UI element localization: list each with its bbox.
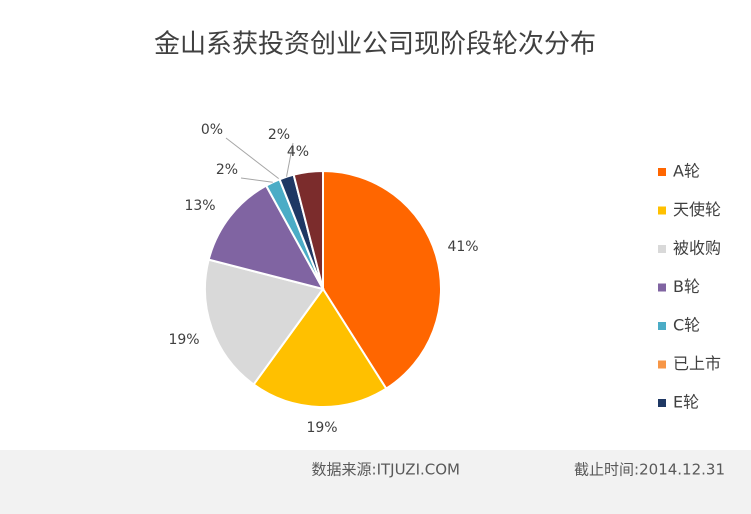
legend-label: C轮 — [673, 316, 700, 335]
pie-slice — [204, 258, 325, 386]
data-label: 41% — [447, 239, 478, 255]
data-label: 4% — [287, 144, 309, 160]
data-label: 0% — [201, 122, 223, 138]
legend-label: B轮 — [673, 277, 700, 296]
pie-slice — [207, 184, 325, 291]
leader-line — [240, 177, 273, 183]
legend-label: 天使轮 — [673, 200, 721, 219]
data-label: 2% — [216, 162, 238, 178]
legend-swatch — [658, 322, 666, 330]
pie-slice — [252, 287, 388, 408]
source: 数据来源:ITJUZI.COM — [312, 461, 460, 479]
chart-title: 金山系获投资创业公司现阶段轮次分布 — [154, 30, 596, 60]
legend-swatch — [658, 399, 666, 407]
legend-swatch — [658, 206, 666, 215]
data-label: 13% — [184, 198, 215, 214]
legend-label: 被收购 — [673, 239, 721, 258]
leader-line — [225, 137, 280, 180]
legend-label: 已上市 — [673, 354, 721, 373]
data-label: 19% — [168, 332, 199, 348]
date: 截止时间:2014.12.31 — [574, 461, 725, 479]
footer-band — [0, 450, 751, 514]
data-label: 2% — [268, 127, 290, 143]
legend-swatch — [658, 283, 666, 292]
legend-swatch — [658, 168, 666, 176]
leader-line — [286, 142, 294, 177]
legend-label: E轮 — [673, 393, 699, 412]
legend-label: A轮 — [673, 162, 700, 181]
pie-slice — [292, 169, 324, 290]
legend-swatch — [658, 245, 666, 253]
legend-swatch — [658, 360, 666, 369]
data-label: 19% — [306, 420, 337, 436]
